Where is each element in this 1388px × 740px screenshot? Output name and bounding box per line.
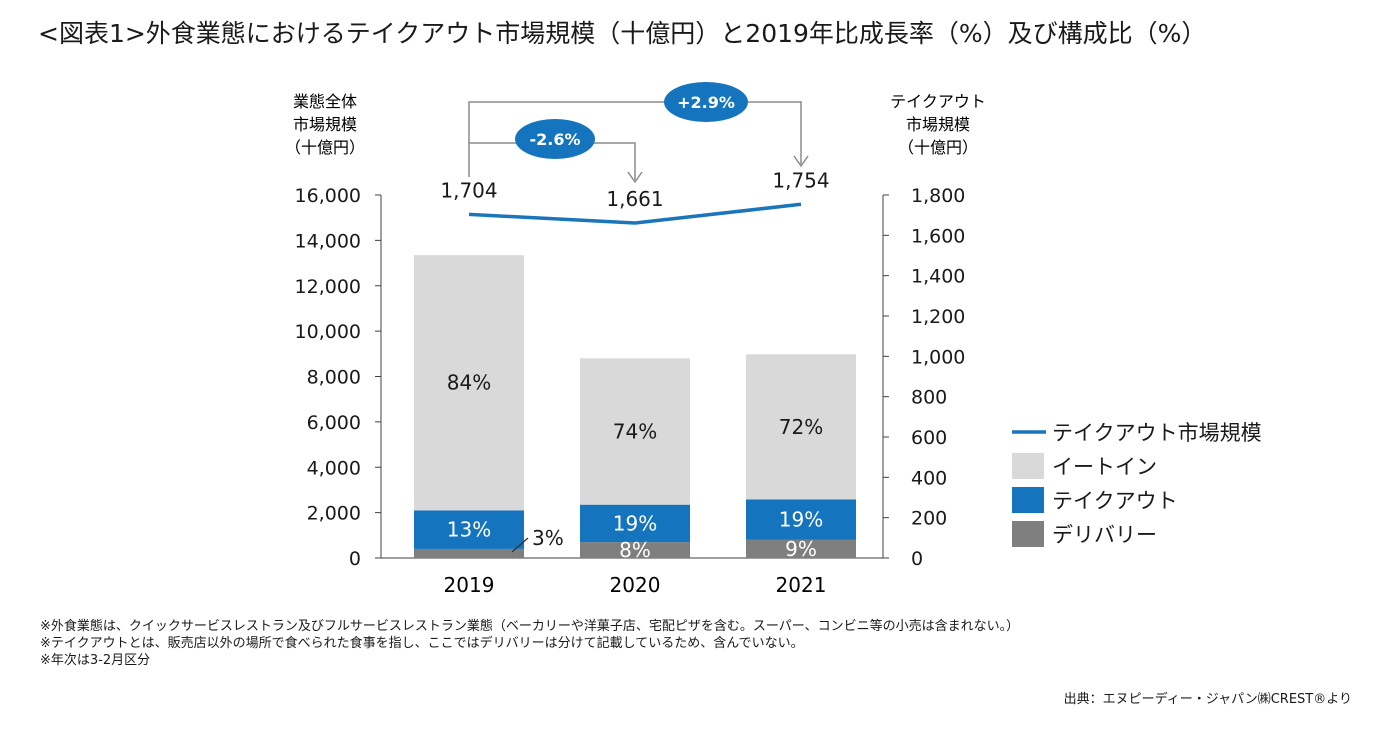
footnote: ※年次は3-2月区分 [40,653,151,668]
left-axis-tick-label: 8,000 [307,367,361,389]
right-axis-tick-label: 1,600 [911,225,965,247]
right-axis-title: 市場規模 [906,115,970,134]
legend-label: テイクアウト市場規模 [1052,421,1262,445]
growth-arrow-head [793,155,809,168]
legend-label: デリバリー [1052,523,1157,547]
data-label: 72% [779,415,823,439]
left-axis-tick-label: 10,000 [295,321,361,343]
bar-segment [414,548,524,558]
left-axis-tick-label: 6,000 [307,412,361,434]
right-axis-title: （十億円） [898,138,978,157]
data-label: 8% [619,538,651,562]
data-label: 74% [613,420,657,444]
left-axis-tick-label: 4,000 [307,457,361,479]
growth-badge-label: -2.6% [529,130,580,149]
growth-badge-label: +2.9% [677,93,735,112]
data-label: 19% [613,511,657,535]
legend-box-swatch [1012,521,1044,547]
left-axis-title: （十億円） [285,138,365,157]
x-axis-tick-label: 2019 [444,573,495,597]
takeout-line [468,202,802,225]
x-axis-tick-label: 2021 [776,573,827,597]
legend-label: テイクアウト [1052,489,1178,513]
growth-arrow-head [627,171,643,184]
right-axis-tick-label: 1,400 [911,266,965,288]
footnote: ※外食業態は、クイックサービスレストラン及びフルサービスレストラン業態（ベーカリ… [40,619,1020,634]
right-axis-tick-label: 1,200 [911,306,965,328]
bar-segment [580,358,690,505]
bar-segment [414,255,524,511]
growth-bracket [468,101,802,164]
footnote: ※テイクアウトとは、販売店以外の場所で食べられた食事を指し、ここではデリバリーは… [40,636,804,651]
line-value-label: 1,704 [440,178,497,202]
bar-segment [580,542,690,558]
source-note: 出典：エヌピーディー・ジャパン㈱CREST®より [1063,692,1352,707]
data-label: 3% [532,526,564,550]
right-axis-tick-label: 200 [911,508,947,530]
bar-segment [746,539,856,558]
right-axis-tick-label: 1,000 [911,346,965,368]
right-axis-tick-label: 1,800 [911,185,965,207]
legend-box-swatch [1012,487,1044,513]
chart: 0 2,000 4,000 6,000 8,000 10,000 12,000 14,000 1… [285,82,1262,597]
footnotes: ※外食業態は、クイックサービスレストラン及びフルサービスレストラン業態（ベーカリ… [40,618,1019,669]
right-axis-title: テイクアウト [890,92,986,111]
left-axis-tick-label: 2,000 [307,503,361,525]
growth-badge [664,82,748,122]
right-axis-tick-label: 600 [911,427,947,449]
bar-segment [746,499,856,540]
line-value-label: 1,661 [606,187,663,211]
x-axis-tick-label: 2020 [610,573,661,597]
legend-label: イートイン [1052,455,1157,479]
data-label: 13% [447,518,491,542]
bar-segment [746,354,856,500]
right-axis-tick-label: 800 [911,387,947,409]
left-axis-title: 業態全体 [293,92,357,111]
bar-segment [414,510,524,549]
bar-segment [580,504,690,543]
growth-badge [515,119,595,159]
left-axis-title: 市場規模 [293,115,357,134]
right-axis-tick-label: 0 [911,548,923,570]
left-axis-tick-label: 0 [349,548,361,570]
chart-title: <図表1>外食業態におけるテイクアウト市場規模（十億円）と2019年比成長率（%… [38,19,1207,48]
left-axis-tick-label: 16,000 [295,185,361,207]
delivery-leader-line [511,537,529,553]
right-axis-tick-label: 400 [911,467,947,489]
left-axis-tick-label: 14,000 [295,230,361,252]
data-label: 9% [785,537,817,561]
data-label: 84% [447,371,491,395]
data-label: 19% [779,508,823,532]
left-axis-tick-label: 12,000 [295,276,361,298]
line-value-label: 1,754 [772,168,829,192]
legend-box-swatch [1012,453,1044,479]
